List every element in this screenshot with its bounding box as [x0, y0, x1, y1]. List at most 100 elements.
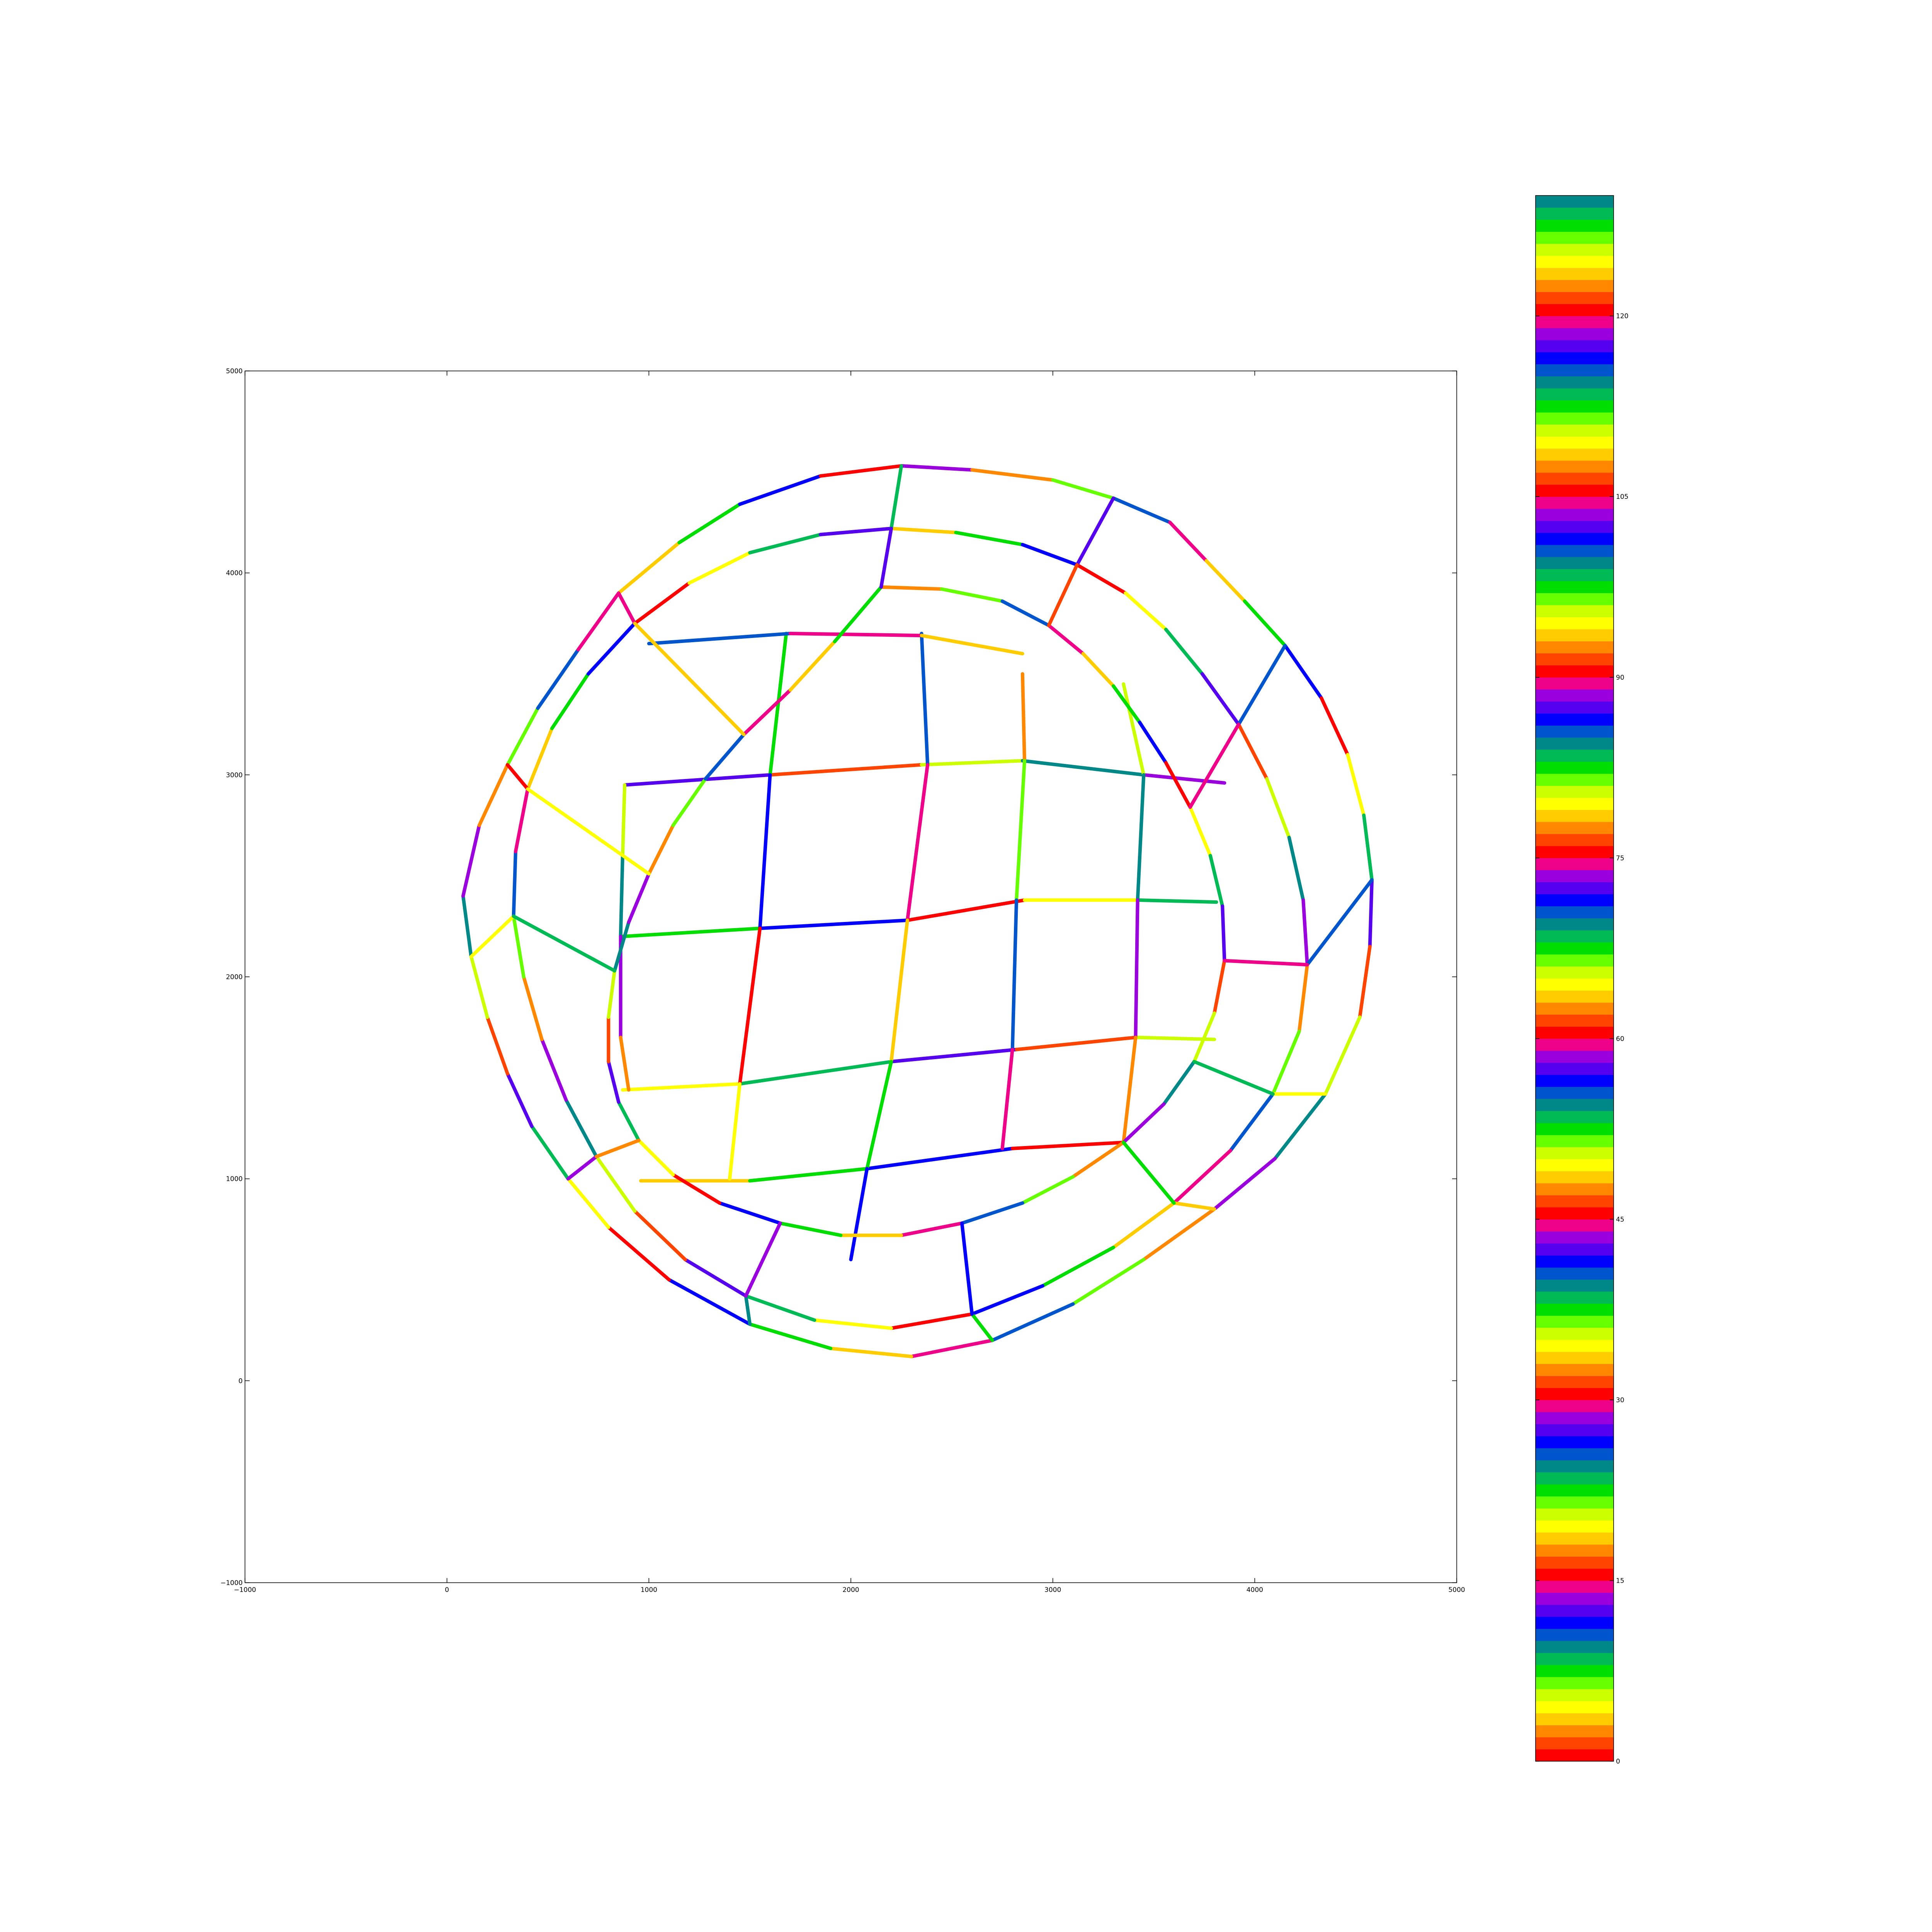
series-segment	[920, 759, 1024, 767]
colorbar-band	[1536, 207, 1614, 220]
series-segment	[461, 894, 473, 959]
y-tick-label: 3000	[226, 771, 243, 779]
colorbar-band	[1536, 1243, 1614, 1256]
colorbar-band	[1536, 1568, 1614, 1581]
series-segment	[1015, 1036, 1138, 1051]
series-segment	[550, 672, 590, 730]
series-segment	[738, 1060, 893, 1086]
series-segment	[1010, 898, 1019, 1051]
colorbar-band	[1536, 665, 1614, 678]
colorbar-band	[1536, 424, 1614, 437]
series-segment	[1221, 904, 1226, 963]
colorbar-band	[1536, 894, 1614, 906]
colorbar-band	[1536, 340, 1614, 352]
colorbar-band	[1536, 400, 1614, 413]
series-segment	[607, 1060, 621, 1104]
series-segment	[566, 1155, 598, 1181]
series-ring_spokes-23	[505, 763, 651, 876]
series-segment	[1237, 723, 1269, 781]
series-segment	[900, 464, 974, 472]
colorbar-band	[1536, 1207, 1614, 1219]
colorbar-band	[1536, 906, 1614, 918]
series-segment	[627, 872, 651, 924]
series-segment	[990, 1302, 1075, 1342]
series-segment	[1138, 720, 1168, 765]
colorbar-band	[1536, 677, 1614, 690]
series-segment	[540, 1037, 568, 1102]
series-segment	[879, 527, 893, 589]
series-segment	[744, 1294, 752, 1326]
colorbar-band	[1536, 954, 1614, 967]
colorbar-band	[1536, 1544, 1614, 1557]
colorbar-band	[1536, 472, 1614, 485]
series-segment	[461, 823, 481, 898]
series-segment	[617, 1100, 641, 1142]
colorbar-band	[1536, 761, 1614, 774]
series-segment	[849, 1167, 869, 1262]
series-segment	[512, 850, 517, 918]
colorbar-band	[1536, 280, 1614, 292]
series-segment	[1122, 1141, 1176, 1205]
colorbar-band	[1536, 1737, 1614, 1750]
colorbar: 0 15 30 45 60 75 90 105 120	[1535, 195, 1628, 1765]
series-segment	[505, 706, 540, 767]
series-inner_grid-8	[1122, 682, 1146, 1145]
series-segment	[469, 955, 489, 1019]
x-tick-label: 3000	[1044, 1586, 1061, 1594]
series-segment	[768, 631, 788, 777]
series-segment	[1111, 496, 1172, 524]
colorbar-band	[1536, 1677, 1614, 1689]
colorbar-band	[1536, 316, 1614, 328]
series-segment	[530, 1124, 570, 1181]
series-segment	[1075, 496, 1115, 567]
colorbar-band	[1536, 1616, 1614, 1629]
colorbar-band	[1536, 737, 1614, 750]
series-segment	[683, 1258, 748, 1298]
series-segment	[687, 551, 752, 585]
colorbar-band	[1536, 268, 1614, 280]
colorbar-band	[1536, 1364, 1614, 1376]
series-segment	[905, 763, 930, 922]
colorbar-band	[1536, 412, 1614, 425]
colorbar-band	[1536, 581, 1614, 594]
series-segment	[1122, 1102, 1166, 1145]
series-segment	[1223, 959, 1309, 967]
series-segment	[813, 1318, 893, 1330]
series-segment	[889, 1048, 1019, 1064]
colorbar-band	[1536, 1592, 1614, 1605]
colorbar-band	[1536, 1159, 1614, 1172]
series-segment	[1047, 624, 1085, 656]
series-segment	[512, 914, 526, 979]
colorbar-band	[1536, 1303, 1614, 1316]
colorbar-band	[1536, 219, 1614, 232]
series-segment	[728, 1082, 742, 1181]
series-segment	[1172, 1201, 1216, 1211]
colorbar-band	[1536, 304, 1614, 316]
colorbar-band	[1536, 1460, 1614, 1473]
series-segment	[1188, 805, 1212, 857]
colorbar-band	[1536, 352, 1614, 364]
series-inner_grid-0	[623, 759, 1226, 787]
colorbar-band	[1536, 460, 1614, 473]
colorbar-band	[1536, 774, 1614, 786]
colorbar-band	[1536, 1496, 1614, 1509]
series-segment	[1122, 1036, 1138, 1145]
colorbar-band	[1536, 942, 1614, 955]
series-segment	[1172, 1148, 1233, 1205]
series-segment	[1075, 563, 1128, 595]
series-segment	[1142, 773, 1226, 785]
colorbar-tick-label: 30	[1616, 1396, 1624, 1404]
series-segment	[1134, 1036, 1216, 1041]
series-segment	[1168, 520, 1208, 563]
series-segment	[1134, 898, 1139, 1039]
series-segment	[910, 1338, 994, 1359]
colorbar-band	[1536, 1038, 1614, 1051]
series-ring_spokes-19	[960, 1221, 994, 1342]
series-segment	[1213, 1156, 1277, 1211]
colorbar-band	[1536, 966, 1614, 979]
colorbar-band	[1536, 1315, 1614, 1328]
colorbar-band	[1536, 713, 1614, 726]
series-segment	[833, 585, 883, 643]
series-inner_grid-7	[1000, 672, 1026, 1150]
